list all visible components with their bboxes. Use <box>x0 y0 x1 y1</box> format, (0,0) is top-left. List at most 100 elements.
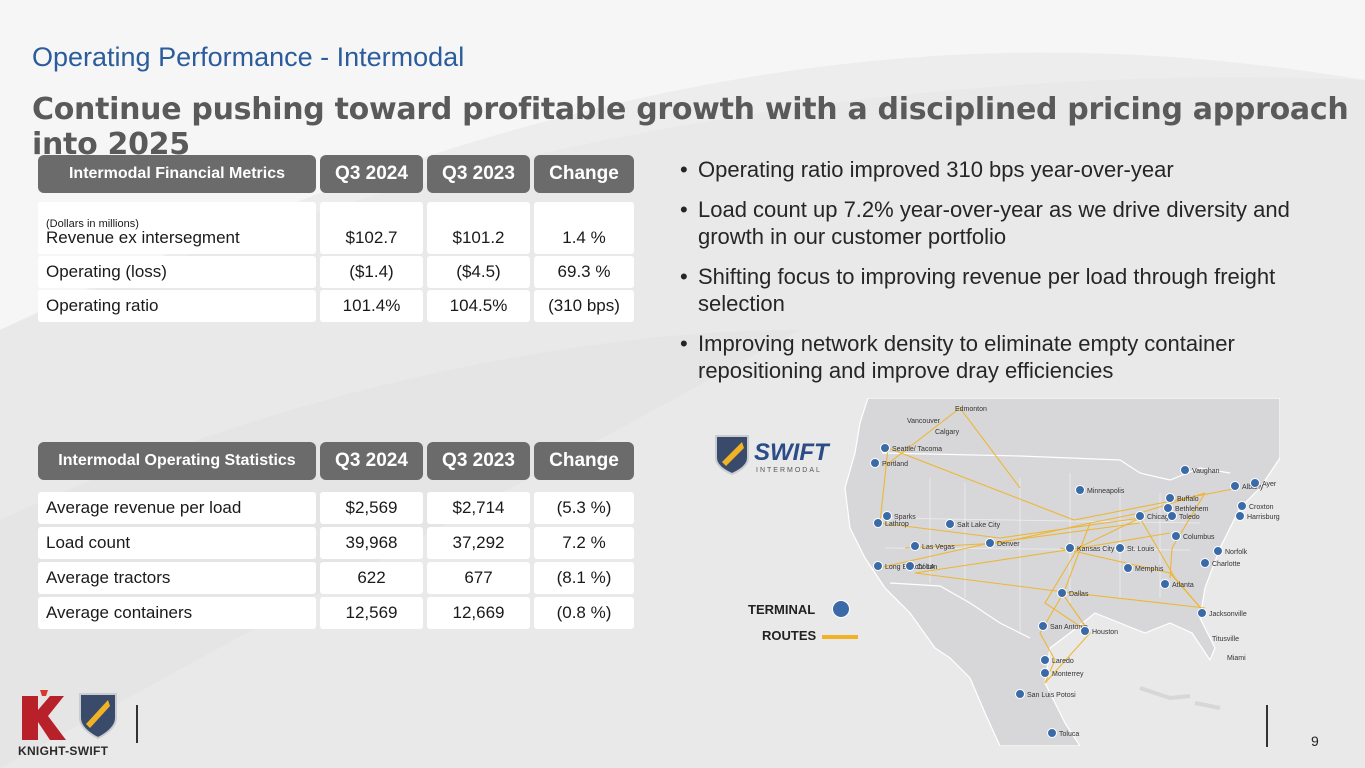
terminal-marker <box>1167 511 1177 521</box>
brand-name: KNIGHT-SWIFT <box>18 744 109 758</box>
terminal-marker <box>1163 503 1173 513</box>
city-label: Vaughan <box>1192 468 1220 475</box>
cell-change: (5.3 %) <box>534 492 634 524</box>
logo-subtext: INTERMODAL <box>756 467 822 474</box>
key-points-list: Operating ratio improved 310 bps year-ov… <box>680 156 1340 397</box>
cell-value: $102.7 <box>345 228 398 247</box>
city-label: Jacksonville <box>1209 611 1247 618</box>
cell-q3-2023: 104.5% <box>427 290 530 322</box>
mexico-border <box>889 582 1031 639</box>
row-label: Average revenue per load <box>38 492 316 524</box>
page-number: 9 <box>1311 733 1319 749</box>
city-label: Seattle/ Tacoma <box>892 446 942 453</box>
table-row: Average containers 12,569 12,669 (0.8 %) <box>38 597 634 629</box>
logo-text: SWIFT <box>754 439 831 466</box>
cell-q3-2023: 12,669 <box>427 597 530 629</box>
table-row: Operating (loss) ($1.4) ($4.5) 69.3 % <box>38 256 634 288</box>
city-label: Atlanta <box>1172 582 1194 589</box>
terminal-marker <box>1040 655 1050 665</box>
city-label: Charlotte <box>1212 561 1241 568</box>
footer-divider <box>1266 705 1268 747</box>
table-header-row: Intermodal Operating Statistics Q3 2024 … <box>38 442 634 480</box>
city-label: Buffalo <box>1177 496 1199 503</box>
cell-q3-2023: $101.2 <box>427 202 530 254</box>
north-america-landmass <box>844 398 1280 746</box>
cell-q3-2024: 12,569 <box>320 597 423 629</box>
city-label: Titusville <box>1212 636 1239 643</box>
cell-q3-2023: 677 <box>427 562 530 594</box>
city-label: Edmonton <box>955 406 987 413</box>
table-row: Average tractors 622 677 (8.1 %) <box>38 562 634 594</box>
cell-q3-2023: ($4.5) <box>427 256 530 288</box>
city-label: Memphis <box>1135 566 1164 573</box>
footer-divider <box>136 705 138 743</box>
city-label: San Luis Potosi <box>1027 692 1076 699</box>
table-row: (Dollars in millions) Revenue ex interse… <box>38 202 634 254</box>
city-label: Miami <box>1227 655 1246 662</box>
caribbean <box>1139 686 1221 710</box>
cell-q3-2024: 39,968 <box>320 527 423 559</box>
terminal-marker <box>1165 493 1175 503</box>
terminal-marker <box>1200 558 1210 568</box>
cell-change: 7.2 % <box>534 527 634 559</box>
header-change: Change <box>534 155 634 193</box>
city-label: Toluca <box>1059 731 1079 738</box>
row-label: Load count <box>38 527 316 559</box>
bullet-item: Improving network density to eliminate e… <box>680 330 1340 384</box>
row-label: Average containers <box>38 597 316 629</box>
city-label: Harrisburg <box>1247 514 1280 521</box>
terminal-marker <box>1250 478 1260 488</box>
city-label: Sparks <box>894 514 916 521</box>
terminal-marker <box>1171 531 1181 541</box>
terminal-marker <box>1115 543 1125 553</box>
city-label: Toledo <box>1179 514 1200 521</box>
operating-statistics-table: Intermodal Operating Statistics Q3 2024 … <box>38 442 634 634</box>
header-q3-2024: Q3 2024 <box>320 155 423 193</box>
terminal-marker <box>1235 511 1245 521</box>
header-q3-2023: Q3 2023 <box>427 442 530 480</box>
terminal-marker <box>1075 485 1085 495</box>
city-label: Norfolk <box>1225 549 1248 556</box>
cell-q3-2024: ($1.4) <box>320 256 423 288</box>
cell-change: 1.4 % <box>534 202 634 254</box>
header-q3-2024: Q3 2024 <box>320 442 423 480</box>
terminal-marker <box>1047 728 1057 738</box>
cell-q3-2024: $102.7 <box>320 202 423 254</box>
city-label: Portland <box>882 461 908 468</box>
row-label: Average tractors <box>38 562 316 594</box>
units-note: (Dollars in millions) <box>46 218 139 230</box>
legend-terminal-label: TERMINAL <box>748 602 816 617</box>
bullet-item: Load count up 7.2% year-over-year as we … <box>680 196 1340 250</box>
terminal-marker <box>905 561 915 571</box>
cell-change: (310 bps) <box>534 290 634 322</box>
city-label: Salt Lake City <box>957 522 1001 529</box>
city-label: Colton <box>917 564 937 571</box>
route-swatch-icon <box>822 635 858 639</box>
cell-value: $101.2 <box>452 228 505 247</box>
terminal-marker <box>945 519 955 529</box>
table-header-row: Intermodal Financial Metrics Q3 2024 Q3 … <box>38 155 634 193</box>
terminal-marker <box>882 511 892 521</box>
terminal-marker <box>1135 511 1145 521</box>
city-label: Ayer <box>1262 481 1277 488</box>
table-row: Average revenue per load $2,569 $2,714 (… <box>38 492 634 524</box>
knight-swift-logo <box>22 690 117 740</box>
row-label: Operating (loss) <box>38 256 316 288</box>
terminal-marker <box>1123 563 1133 573</box>
city-label: Las Vegas <box>922 544 955 551</box>
city-label: Chicago <box>1147 514 1173 521</box>
terminal-marker <box>1080 626 1090 636</box>
cell-change: 69.3 % <box>534 256 634 288</box>
terminal-marker <box>1057 588 1067 598</box>
header-change: Change <box>534 442 634 480</box>
row-label-cell: (Dollars in millions) Revenue ex interse… <box>38 202 316 254</box>
terminal-marker <box>1180 465 1190 475</box>
header-q3-2023: Q3 2023 <box>427 155 530 193</box>
row-label: Operating ratio <box>38 290 316 322</box>
swift-intermodal-logo: SWIFT INTERMODAL <box>715 435 831 476</box>
city-label: Monterrey <box>1052 671 1084 678</box>
terminal-marker <box>1197 608 1207 618</box>
financial-metrics-table: Intermodal Financial Metrics Q3 2024 Q3 … <box>38 155 634 325</box>
city-label: St. Louis <box>1127 546 1155 553</box>
cell-q3-2023: 37,292 <box>427 527 530 559</box>
